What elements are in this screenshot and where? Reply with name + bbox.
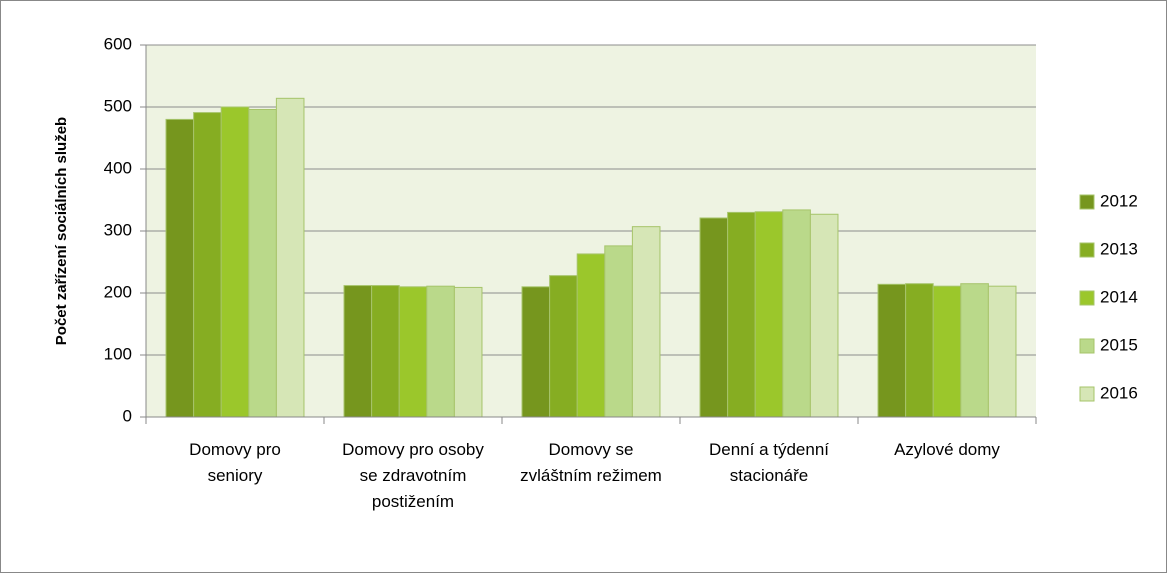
bar: [932, 285, 962, 418]
legend-swatch: [1079, 338, 1095, 354]
bar: [193, 112, 222, 418]
bar: [549, 275, 578, 418]
y-tick-label: 0: [123, 406, 132, 425]
bar: [727, 211, 756, 418]
y-tick-label: 400: [104, 158, 132, 177]
legend-label: 2013: [1100, 239, 1138, 258]
x-tick-label: Domovy pro seniory: [189, 440, 281, 485]
bar: [631, 226, 661, 418]
legend-swatch: [1079, 290, 1095, 306]
y-tick-label: 500: [104, 96, 132, 115]
bar: [754, 211, 784, 418]
bar: [576, 253, 606, 418]
bar: [453, 286, 483, 418]
legend-swatch: [1079, 194, 1095, 210]
bar: [604, 245, 633, 418]
bar: [398, 286, 428, 418]
legend-label: 2014: [1100, 287, 1138, 306]
x-tick-label: Domovy se zvláštním režimem: [520, 440, 662, 485]
y-tick-label: 300: [104, 220, 132, 239]
bar: [248, 108, 277, 418]
y-axis-label: Počet zařízení sociálních služeb: [53, 117, 70, 345]
bar: [371, 285, 400, 418]
bar: [782, 209, 811, 418]
legend-swatch: [1079, 386, 1095, 402]
bar: [343, 285, 373, 418]
x-tick-label: Domovy pro osoby se zdravotním postižení…: [342, 440, 484, 511]
legend-label: 2015: [1100, 335, 1138, 354]
bar: [426, 285, 455, 418]
bar: [165, 118, 195, 418]
y-tick-label: 200: [104, 282, 132, 301]
bar: [877, 283, 907, 418]
x-tick-label: Azylové domy: [894, 440, 1000, 459]
bar: [960, 283, 989, 418]
y-tick-label: 100: [104, 344, 132, 363]
bar: [220, 106, 250, 418]
bar: [809, 213, 839, 418]
legend-label: 2016: [1100, 383, 1138, 402]
bar: [987, 285, 1017, 418]
bar: [521, 286, 551, 418]
bar: [905, 283, 934, 418]
x-tick-label: Denní a týdenní stacionáře: [708, 440, 830, 485]
legend-swatch: [1079, 242, 1095, 258]
legend-label: 2012: [1100, 191, 1138, 210]
bar: [699, 217, 729, 418]
y-tick-label: 600: [104, 34, 132, 53]
bar: [275, 97, 305, 418]
